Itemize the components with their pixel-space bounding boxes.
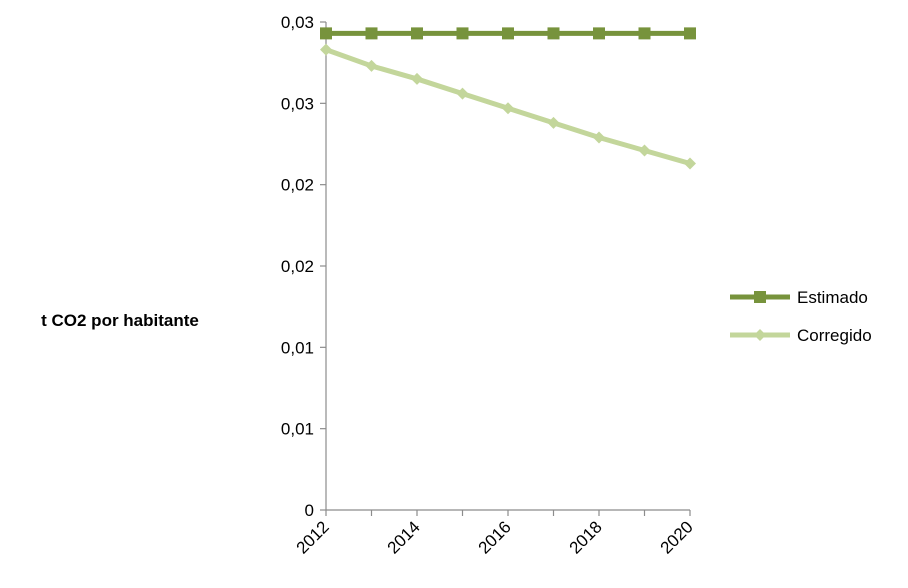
legend-marker: [754, 291, 766, 303]
data-point: [411, 27, 423, 40]
y-tick-label: 0,03: [281, 94, 314, 113]
x-tick-label: 2016: [475, 517, 515, 557]
series-corregido: [320, 43, 696, 170]
x-tick-label: 2020: [657, 517, 697, 557]
data-point: [320, 43, 332, 56]
data-point: [411, 72, 423, 85]
data-point: [684, 27, 696, 40]
legend-item: Estimado: [730, 288, 868, 307]
data-point: [456, 27, 469, 40]
data-point: [456, 87, 469, 100]
data-point: [365, 59, 378, 72]
data-point: [593, 27, 605, 40]
legend-label: Estimado: [797, 288, 868, 307]
y-tick-label: 0,01: [281, 338, 314, 357]
y-tick-label: 0: [305, 501, 314, 520]
data-point: [365, 27, 378, 40]
x-tick-label: 2018: [566, 517, 606, 557]
data-point: [638, 27, 651, 40]
x-tick-label: 2012: [293, 517, 333, 557]
data-point: [593, 131, 605, 144]
data-point: [684, 157, 696, 170]
data-point: [547, 27, 560, 40]
axes: 0 0,01 0,01 0,02 0,02 0,03 0,03 2012 2014 2016 201…: [281, 13, 697, 558]
legend-marker: [754, 329, 766, 341]
data-point: [547, 116, 560, 129]
series-layer: [320, 27, 696, 170]
series-estimado: [320, 27, 696, 40]
y-tick-label: 0,02: [281, 257, 314, 276]
y-axis-title: t CO2 por habitante: [41, 311, 199, 330]
legend-label: Corregido: [797, 326, 872, 345]
data-point: [320, 27, 332, 40]
legend-item: Corregido: [730, 326, 872, 345]
x-tick-label: 2014: [384, 517, 424, 557]
legend: Estimado Corregido: [730, 288, 872, 345]
y-tick-label: 0,01: [281, 420, 314, 439]
data-point: [638, 144, 651, 157]
data-point: [502, 102, 514, 115]
y-tick-label: 0,03: [281, 13, 314, 32]
y-tick-label: 0,02: [281, 176, 314, 195]
data-point: [502, 27, 514, 40]
